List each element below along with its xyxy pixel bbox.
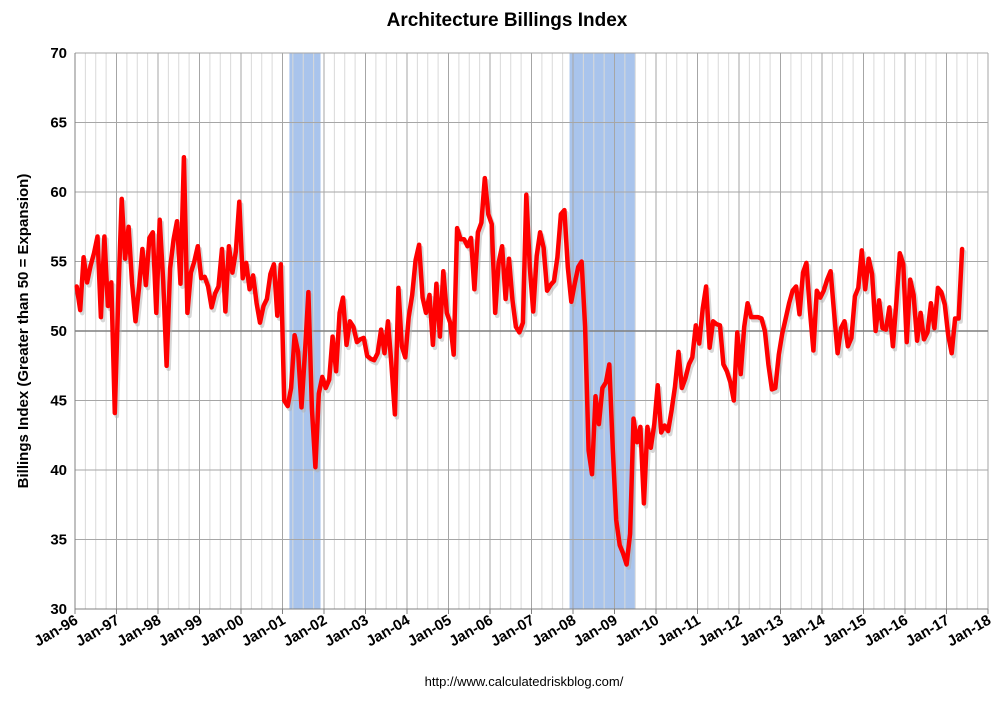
x-tick-label: Jan-12	[695, 612, 745, 650]
x-tick-label: Jan-98	[114, 612, 164, 650]
x-tick-label: Jan-07	[488, 612, 538, 650]
x-tick-label: Jan-09	[571, 612, 621, 650]
series-line-abi	[74, 155, 965, 567]
y-tick-label: 65	[50, 115, 67, 132]
y-tick-label: 35	[50, 532, 67, 549]
x-tick-label: Jan-99	[156, 612, 206, 650]
series-group	[74, 155, 967, 570]
x-tick-label: Jan-03	[322, 612, 372, 650]
x-tick-label: Jan-97	[73, 612, 123, 650]
x-tick-label: Jan-14	[778, 611, 828, 650]
y-tick-label: 50	[50, 323, 67, 340]
source-url: http://www.calculatedriskblog.com/	[425, 674, 624, 689]
x-tick-labels: Jan-96Jan-97Jan-98Jan-99Jan-00Jan-01Jan-…	[31, 611, 994, 650]
x-tick-label: Jan-18	[944, 612, 994, 650]
y-tick-label: 70	[50, 45, 67, 62]
y-axis-label: Billings Index (Greater than 50 = Expans…	[15, 174, 32, 489]
y-tick-label: 40	[50, 462, 67, 479]
x-tick-label: Jan-01	[239, 612, 289, 650]
y-tick-label: 45	[50, 393, 67, 410]
x-tick-label: Jan-00	[197, 612, 247, 650]
x-tick-label: Jan-11	[655, 612, 704, 650]
y-tick-labels: 30 35 40 45 50 55 60 65 70	[50, 45, 67, 618]
y-tick-label: 55	[50, 254, 67, 271]
x-tick-label: Jan-16	[861, 612, 911, 650]
x-tick-label: Jan-15	[820, 612, 870, 650]
x-tick-label: Jan-17	[903, 612, 953, 650]
x-tick-label: Jan-02	[280, 612, 330, 650]
x-tick-label: Jan-05	[405, 612, 455, 650]
x-tick-label: Jan-13	[737, 612, 787, 650]
y-tick-label: 30	[50, 601, 67, 618]
x-tick-label: Jan-10	[612, 612, 662, 650]
x-tick-label: Jan-08	[529, 612, 579, 650]
chart-title: Architecture Billings Index	[387, 10, 628, 31]
x-tick-label: Jan-06	[446, 612, 496, 650]
x-tick-label: Jan-04	[363, 611, 413, 650]
y-tick-label: 60	[50, 184, 67, 201]
